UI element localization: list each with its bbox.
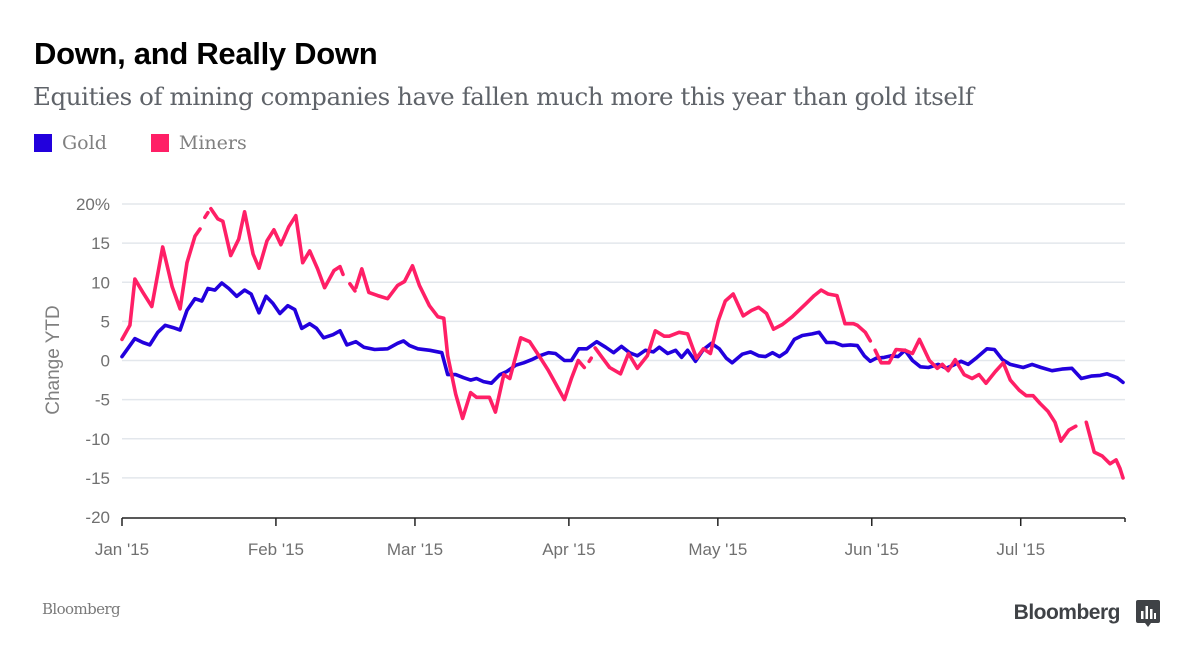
y-tick-label: 5 — [101, 312, 110, 331]
y-axis-title: Change YTD — [43, 305, 64, 415]
legend-swatch-gold — [34, 134, 52, 152]
y-tick-label: -10 — [85, 430, 110, 449]
y-tick-label: -20 — [85, 508, 110, 527]
series-line-miners — [120, 227, 202, 342]
series-miners — [120, 206, 1125, 480]
legend-item-gold: Gold — [34, 132, 107, 154]
series-lines — [120, 206, 1125, 480]
source-label: Bloomberg — [42, 600, 121, 618]
x-tick-label: Jul '15 — [996, 540, 1045, 559]
x-tick-label: Mar '15 — [387, 540, 443, 559]
series-line-miners — [203, 210, 210, 220]
x-tick-label: Apr '15 — [542, 540, 595, 559]
legend-item-miners: Miners — [150, 132, 247, 154]
series-line-miners — [873, 337, 1078, 443]
y-axis-tick-labels: 20% 15 10 5 0 -5 -10 -15 -20 — [76, 195, 110, 527]
y-tick-label: -15 — [85, 469, 110, 488]
legend: Gold Miners — [34, 132, 291, 154]
y-tick-label: -5 — [95, 391, 110, 410]
series-line-gold — [120, 281, 1125, 386]
series-line-miners — [587, 356, 594, 364]
x-tick-label: Jun '15 — [845, 540, 899, 559]
chart-title: Down, and Really Down — [34, 36, 378, 71]
legend-swatch-miners — [150, 134, 169, 152]
x-tick-label: May '15 — [688, 540, 747, 559]
series-line-miners — [348, 281, 357, 293]
y-tick-label: 20% — [76, 195, 110, 214]
x-axis: Jan '15 Feb '15 Mar '15 Apr '15 May '15 Jun '… — [95, 517, 1126, 559]
brand-wordmark: Bloomberg — [1013, 601, 1121, 624]
y-tick-label: 15 — [91, 234, 110, 253]
bar-chart-speech-bubble-icon — [1136, 600, 1160, 627]
y-tick-label: 0 — [101, 352, 110, 371]
series-line-miners — [593, 288, 873, 376]
series-gold — [120, 281, 1125, 386]
chart-subtitle: Equities of mining companies have fallen… — [33, 82, 974, 111]
series-line-miners — [354, 263, 587, 421]
legend-label-gold: Gold — [62, 132, 107, 154]
legend-label-miners: Miners — [178, 132, 247, 154]
x-tick-label: Feb '15 — [248, 540, 304, 559]
series-line-miners — [209, 206, 345, 290]
x-tick-label: Jan '15 — [95, 540, 149, 559]
series-line-miners — [1084, 420, 1125, 480]
y-tick-label: 10 — [91, 273, 110, 292]
gridlines — [122, 203, 1125, 479]
bloomberg-logo: Bloomberg — [1013, 600, 1160, 627]
